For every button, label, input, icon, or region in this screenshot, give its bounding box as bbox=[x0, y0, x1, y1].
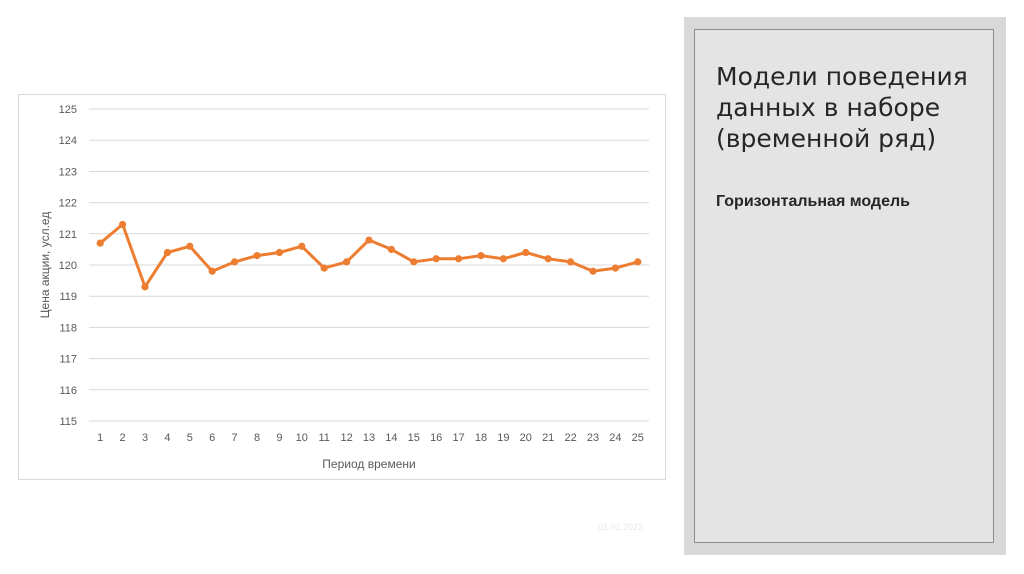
x-tick-label: 2 bbox=[120, 432, 126, 444]
data-point bbox=[231, 258, 239, 266]
y-axis-label: Цена акции, усл.ед bbox=[38, 212, 52, 319]
x-tick-label: 5 bbox=[187, 432, 193, 444]
x-tick-label: 10 bbox=[296, 432, 308, 444]
data-point bbox=[432, 255, 440, 263]
data-point bbox=[343, 258, 351, 266]
data-point bbox=[320, 264, 328, 272]
x-tick-label: 25 bbox=[632, 432, 644, 444]
x-tick-label: 11 bbox=[318, 432, 329, 444]
x-tick-label: 4 bbox=[164, 432, 170, 444]
chart-frame: 115 116 117 118 119 120 121 122 123 124 125 1 2 3 4 5 6 7… bbox=[18, 94, 666, 480]
y-tick-label: 117 bbox=[59, 354, 77, 366]
data-point bbox=[522, 248, 530, 257]
slide-date: 01.01.2022 bbox=[598, 522, 644, 532]
side-panel-frame bbox=[694, 29, 994, 543]
y-tick-label: 116 bbox=[59, 385, 77, 397]
y-tick-label: 121 bbox=[59, 229, 77, 241]
x-tick-label: 19 bbox=[497, 432, 509, 444]
x-tick-label: 15 bbox=[408, 432, 420, 444]
slide-subtitle: Горизонтальная модель bbox=[716, 193, 910, 210]
x-tick-label: 18 bbox=[475, 432, 487, 444]
x-tick-label: 12 bbox=[340, 432, 352, 444]
x-tick-label: 21 bbox=[542, 432, 554, 444]
data-point bbox=[544, 255, 552, 263]
y-tick-label: 125 bbox=[59, 104, 77, 116]
x-tick-label: 8 bbox=[254, 432, 260, 444]
x-tick-label: 3 bbox=[142, 432, 148, 444]
x-axis-label: Период времени bbox=[322, 457, 415, 471]
x-tick-label: 6 bbox=[209, 432, 215, 444]
slide-title: Модели поведения данных в наборе (времен… bbox=[716, 62, 968, 153]
data-point bbox=[365, 236, 373, 244]
x-tick-label: 24 bbox=[609, 432, 621, 444]
data-point bbox=[387, 245, 395, 253]
x-tick-label: 9 bbox=[276, 432, 282, 444]
x-tick-label: 7 bbox=[232, 432, 238, 444]
data-point bbox=[186, 242, 194, 250]
data-point bbox=[253, 252, 261, 260]
y-tick-label: 122 bbox=[59, 198, 77, 210]
x-tick-label: 17 bbox=[452, 432, 464, 444]
y-tick-label: 118 bbox=[59, 322, 77, 334]
data-point bbox=[499, 255, 507, 263]
data-point bbox=[589, 267, 597, 275]
data-point bbox=[410, 258, 418, 266]
x-tick-label: 22 bbox=[564, 432, 576, 444]
data-point bbox=[298, 242, 306, 250]
data-point bbox=[96, 239, 104, 247]
y-tick-label: 124 bbox=[59, 135, 77, 147]
data-point bbox=[141, 283, 149, 291]
data-point bbox=[119, 220, 127, 229]
x-tick-label: 1 bbox=[97, 432, 103, 444]
y-tick-label: 120 bbox=[59, 260, 77, 272]
y-tick-label: 119 bbox=[59, 291, 77, 303]
y-tick-label: 123 bbox=[59, 166, 77, 178]
data-point bbox=[275, 248, 283, 257]
y-tick-label: 115 bbox=[59, 416, 77, 428]
x-tick-label: 16 bbox=[430, 432, 442, 444]
data-point bbox=[163, 248, 171, 257]
side-panel: Модели поведения данных в наборе (времен… bbox=[684, 17, 1006, 555]
data-point bbox=[634, 258, 642, 266]
x-tick-label: 14 bbox=[385, 432, 397, 444]
x-tick-label: 23 bbox=[587, 432, 599, 444]
x-tick-label: 13 bbox=[363, 432, 375, 444]
data-point bbox=[611, 264, 620, 272]
data-point bbox=[208, 267, 216, 275]
data-point bbox=[567, 258, 575, 266]
x-tick-label: 20 bbox=[520, 432, 532, 444]
data-point bbox=[477, 252, 485, 260]
data-point bbox=[455, 255, 463, 263]
